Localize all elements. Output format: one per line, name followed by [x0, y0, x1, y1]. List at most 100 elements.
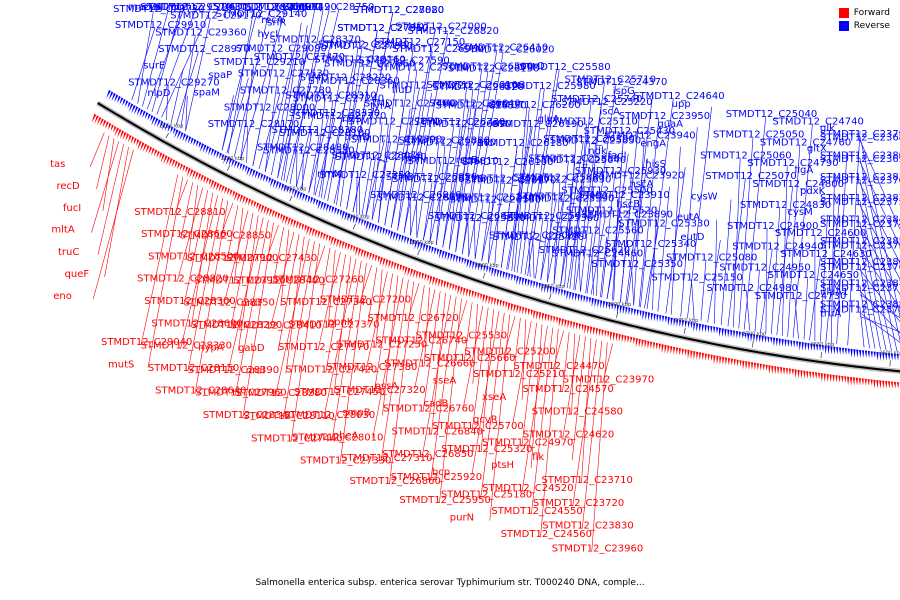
reverse-gene-arrow: [257, 172, 261, 180]
reverse-gene-arrow: [824, 345, 827, 355]
gene-label: cysM: [788, 207, 813, 218]
gene-label: recO: [487, 99, 511, 110]
gene-label: STMDT12_C26660: [384, 358, 475, 369]
reverse-gene-arrow: [750, 333, 753, 343]
tick-mark: [417, 249, 421, 256]
leader-line: [246, 127, 249, 163]
tick-label: 3000 kbp: [346, 214, 370, 220]
gene-label: mutS: [108, 360, 134, 371]
gene-label: STMDT12_C24560: [501, 529, 592, 540]
reverse-gene-arrow: [151, 116, 156, 126]
gene-label: STMDT12_C25420: [493, 232, 584, 243]
forward-gene-arrow: [195, 171, 199, 180]
gene-label: STMDT12_C25740: [551, 94, 642, 105]
forward-gene-arrow: [396, 263, 400, 271]
reverse-gene-arrow: [664, 316, 668, 323]
reverse-gene-arrow: [558, 288, 561, 296]
gene-label: recX: [275, 2, 298, 13]
leader-line: [227, 217, 264, 374]
forward-gene-arrow: [644, 340, 647, 349]
gene-label: eutD: [680, 232, 704, 243]
leader-line: [302, 153, 304, 190]
leader-line: [531, 327, 554, 514]
forward-gene-arrow: [317, 230, 321, 239]
leader-line: [474, 221, 476, 259]
leader-line: [680, 127, 698, 317]
leader-line: [540, 329, 559, 537]
gene-label: STMDT12_C28400: [233, 276, 324, 287]
forward-gene-arrow: [544, 313, 548, 322]
forward-gene-arrow: [601, 329, 604, 337]
forward-gene-arrow: [727, 357, 731, 366]
gene-label: STMDT12_C23800: [820, 150, 900, 161]
gene-label: STMDT12_C24460: [552, 249, 643, 260]
forward-gene-arrow: [887, 381, 891, 389]
reverse-gene-arrow: [718, 327, 721, 337]
forward-gene-arrow: [440, 279, 444, 288]
leader-line: [325, 254, 346, 373]
forward-gene-arrow: [174, 160, 178, 169]
tick-mark: [751, 341, 754, 348]
reverse-gene-arrow: [246, 167, 251, 176]
leader-line: [372, 277, 404, 439]
reverse-gene-arrow: [268, 177, 272, 184]
leader-line: [859, 158, 900, 342]
forward-gene-arrow: [443, 280, 447, 289]
reverse-gene-arrow: [464, 258, 467, 265]
forward-gene-arrow: [652, 342, 656, 350]
gene-label: STMDT12_C23870: [820, 278, 900, 289]
leader-line: [580, 104, 602, 292]
forward-gene-arrow: [480, 293, 483, 300]
leader-line: [89, 132, 105, 168]
reverse-gene-arrow: [364, 220, 367, 227]
gene-label: STMDT12_C24980: [706, 283, 797, 294]
gene-label: STMDT12_C27960: [195, 388, 286, 399]
gene-label: surE: [143, 61, 165, 72]
leader-line: [283, 241, 315, 419]
forward-gene-arrow: [391, 261, 394, 270]
forward-gene-arrow: [410, 268, 414, 278]
leader-line: [787, 145, 801, 337]
leader-line: [403, 52, 433, 233]
reverse-gene-arrow: [251, 169, 256, 178]
leader-line: [102, 138, 115, 211]
reverse-gene-arrow: [676, 318, 679, 327]
gene-label: STMDT12_C27250: [336, 340, 427, 351]
leader-line: [472, 304, 478, 384]
gene-label: STMDT12_C25660: [424, 353, 515, 364]
reverse-gene-arrow: [514, 274, 517, 282]
leader-line: [455, 90, 474, 253]
gene-label: rpsP: [401, 154, 423, 165]
reverse-gene-arrow: [307, 195, 311, 204]
forward-gene-arrow: [466, 288, 469, 297]
leader-line: [569, 102, 592, 289]
forward-gene-arrow: [185, 166, 189, 173]
reverse-gene-arrow: [807, 342, 810, 351]
gene-label: STMDT12_C29090: [236, 43, 327, 54]
forward-gene-arrow: [296, 221, 300, 229]
forward-gene-arrow: [722, 356, 725, 366]
forward-gene-arrow: [210, 180, 215, 189]
leader-line: [336, 47, 359, 205]
reverse-gene-arrow: [483, 264, 486, 273]
forward-gene-arrow: [287, 217, 291, 226]
reverse-gene-arrow: [199, 143, 204, 152]
forward-gene-arrow: [477, 292, 480, 300]
reverse-gene-arrow: [447, 252, 451, 261]
reverse-gene-arrow: [406, 237, 410, 245]
reverse-gene-arrow: [755, 334, 759, 343]
forward-gene-arrow: [326, 234, 329, 242]
reverse-gene-arrow: [187, 136, 192, 144]
forward-gene-arrow: [530, 309, 533, 316]
forward-gene-arrow: [593, 327, 596, 336]
gene-label: STMDT12_C28100: [279, 128, 370, 139]
forward-gene-arrow: [635, 338, 638, 348]
reverse-gene-arrow: [349, 214, 354, 223]
forward-gene-arrow: [542, 312, 545, 321]
reverse-gene-arrow: [890, 353, 893, 361]
forward-gene-arrow: [105, 121, 109, 129]
leader-line: [572, 339, 597, 506]
gene-label: STMDT12_C26190: [492, 119, 583, 130]
leader-line: [290, 243, 321, 442]
forward-gene-arrow: [438, 278, 441, 288]
